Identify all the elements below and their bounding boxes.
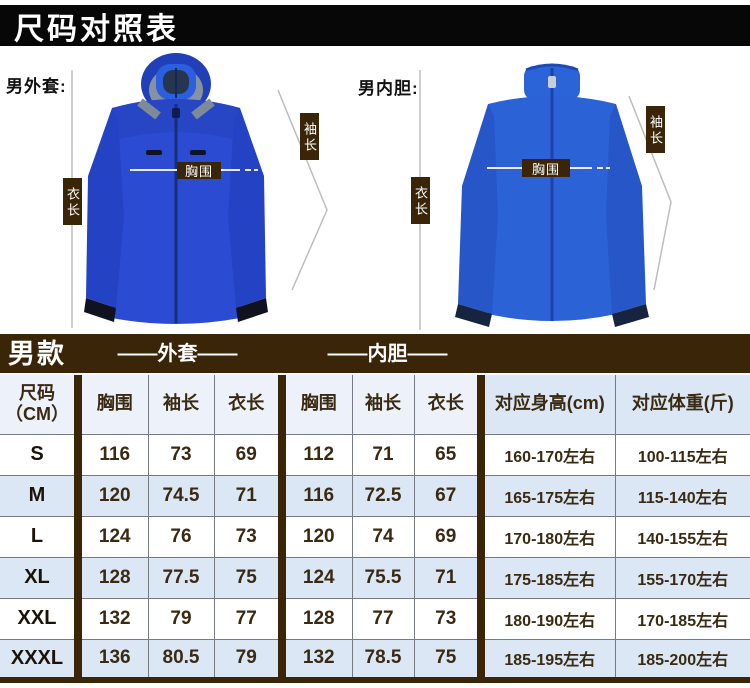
page-title: 尺码对照表 bbox=[14, 12, 179, 46]
inner-chest-tag: 胸围 bbox=[522, 159, 570, 177]
size-cell: XL bbox=[0, 556, 82, 599]
value-cell: 132 bbox=[77, 597, 149, 640]
table-row: XL 128 77.5 75 124 75.5 71 175-185左右 155-170左右 bbox=[0, 556, 750, 599]
value-cell: 185-200左右 bbox=[614, 638, 750, 681]
value-cell: 160-170左右 bbox=[480, 433, 616, 476]
value-cell: 170-185左右 bbox=[614, 597, 750, 640]
value-cell: 120 bbox=[77, 474, 149, 517]
outer-jacket-label: 男外套: bbox=[6, 77, 67, 96]
value-cell: 116 bbox=[77, 433, 149, 476]
column-header: 对应体重(斤) bbox=[614, 375, 750, 435]
value-cell: 80.5 bbox=[147, 638, 215, 681]
inner-sleeve-line bbox=[628, 95, 672, 291]
value-cell: 79 bbox=[147, 597, 215, 640]
value-cell: 165-175左右 bbox=[480, 474, 616, 517]
table-row: XXL 132 79 77 128 77 73 180-190左右 170-185左右 bbox=[0, 597, 750, 640]
column-header: 胸围 bbox=[281, 375, 353, 435]
table-row: XXXL 136 80.5 79 132 78.5 75 185-195左右 185-200左右 bbox=[0, 638, 750, 681]
value-cell: 78.5 bbox=[351, 638, 415, 681]
table-row: S 116 73 69 112 71 65 160-170左右 100-115左右 bbox=[0, 433, 750, 476]
value-cell: 71 bbox=[351, 433, 415, 476]
size-cell: XXL bbox=[0, 597, 82, 640]
inner-sleeve-tag: 袖长 bbox=[646, 106, 665, 153]
value-cell: 185-195左右 bbox=[480, 638, 616, 681]
value-cell: 77 bbox=[351, 597, 415, 640]
inner-group-header: ——内胆—— bbox=[327, 343, 448, 365]
value-cell: 155-170左右 bbox=[614, 556, 750, 599]
outer-sleeve-tag: 袖长 bbox=[300, 113, 319, 160]
value-cell: 112 bbox=[281, 433, 353, 476]
value-cell: 76 bbox=[147, 515, 215, 558]
value-cell: 65 bbox=[413, 433, 485, 476]
outer-group-header: ——外套—— bbox=[117, 343, 238, 365]
value-cell: 71 bbox=[213, 474, 286, 517]
table-group-bar: 男款 ——外套—— ——内胆—— bbox=[0, 334, 750, 375]
column-header: 衣长 bbox=[213, 375, 286, 435]
outer-chest-tag: 胸围 bbox=[177, 162, 221, 179]
value-cell: 136 bbox=[77, 638, 149, 681]
size-cell: XXXL bbox=[0, 638, 82, 681]
column-header: 袖长 bbox=[147, 375, 215, 435]
inner-jacket-label: 男内胆: bbox=[358, 79, 419, 98]
column-header: 对应身高(cm) bbox=[480, 375, 616, 435]
value-cell: 75 bbox=[213, 556, 286, 599]
size-cell: S bbox=[0, 433, 82, 476]
value-cell: 69 bbox=[413, 515, 485, 558]
value-cell: 74 bbox=[351, 515, 415, 558]
value-cell: 124 bbox=[77, 515, 149, 558]
size-table-section: 男款 ——外套—— ——内胆—— 尺码 （CM） 胸围 袖长 衣长 胸围 袖长 衣长 对应身高… bbox=[0, 334, 750, 683]
value-cell: 73 bbox=[213, 515, 286, 558]
value-cell: 73 bbox=[413, 597, 485, 640]
value-cell: 116 bbox=[281, 474, 353, 517]
group-title: 男款 bbox=[8, 339, 66, 369]
column-header: 尺码 （CM） bbox=[0, 375, 82, 435]
value-cell: 115-140左右 bbox=[614, 474, 750, 517]
value-cell: 77.5 bbox=[147, 556, 215, 599]
value-cell: 124 bbox=[281, 556, 353, 599]
outer-length-tag: 衣长 bbox=[63, 178, 82, 225]
value-cell: 79 bbox=[213, 638, 286, 681]
size-cell: L bbox=[0, 515, 82, 558]
value-cell: 69 bbox=[213, 433, 286, 476]
value-cell: 132 bbox=[281, 638, 353, 681]
value-cell: 74.5 bbox=[147, 474, 215, 517]
product-photos-section: 男外套: 男内胆: 衣长 胸围 袖长 衣长 胸围 袖长 bbox=[0, 46, 750, 334]
outer-sleeve-line bbox=[277, 89, 328, 291]
size-table: 尺码 （CM） 胸围 袖长 衣长 胸围 袖长 衣长 对应身高(cm) 对应体重(斤) S 116 7… bbox=[0, 375, 750, 683]
value-cell: 72.5 bbox=[351, 474, 415, 517]
value-cell: 67 bbox=[413, 474, 485, 517]
table-row: L 124 76 73 120 74 69 170-180左右 140-155左右 bbox=[0, 515, 750, 558]
value-cell: 100-115左右 bbox=[614, 433, 750, 476]
inner-length-tag: 衣长 bbox=[411, 177, 430, 224]
table-row: M 120 74.5 71 116 72.5 67 165-175左右 115-140左右 bbox=[0, 474, 750, 517]
column-header: 胸围 bbox=[77, 375, 149, 435]
column-header: 衣长 bbox=[413, 375, 485, 435]
value-cell: 71 bbox=[413, 556, 485, 599]
size-cell: M bbox=[0, 474, 82, 517]
value-cell: 140-155左右 bbox=[614, 515, 750, 558]
value-cell: 175-185左右 bbox=[480, 556, 616, 599]
jacket-illustrations bbox=[71, 53, 672, 330]
header-row: 尺码 （CM） 胸围 袖长 衣长 胸围 袖长 衣长 对应身高(cm) 对应体重(斤) bbox=[0, 375, 750, 435]
page-title-bar: 尺码对照表 bbox=[0, 5, 750, 46]
value-cell: 77 bbox=[213, 597, 286, 640]
value-cell: 128 bbox=[281, 597, 353, 640]
value-cell: 170-180左右 bbox=[480, 515, 616, 558]
column-header: 袖长 bbox=[351, 375, 415, 435]
value-cell: 73 bbox=[147, 433, 215, 476]
size-table-body: S 116 73 69 112 71 65 160-170左右 100-115左右 M 120 74.… bbox=[0, 433, 750, 681]
value-cell: 180-190左右 bbox=[480, 597, 616, 640]
value-cell: 128 bbox=[77, 556, 149, 599]
value-cell: 75.5 bbox=[351, 556, 415, 599]
inner-jacket-photo bbox=[455, 63, 649, 327]
outer-jacket-photo bbox=[84, 53, 268, 324]
value-cell: 75 bbox=[413, 638, 485, 681]
value-cell: 120 bbox=[281, 515, 353, 558]
